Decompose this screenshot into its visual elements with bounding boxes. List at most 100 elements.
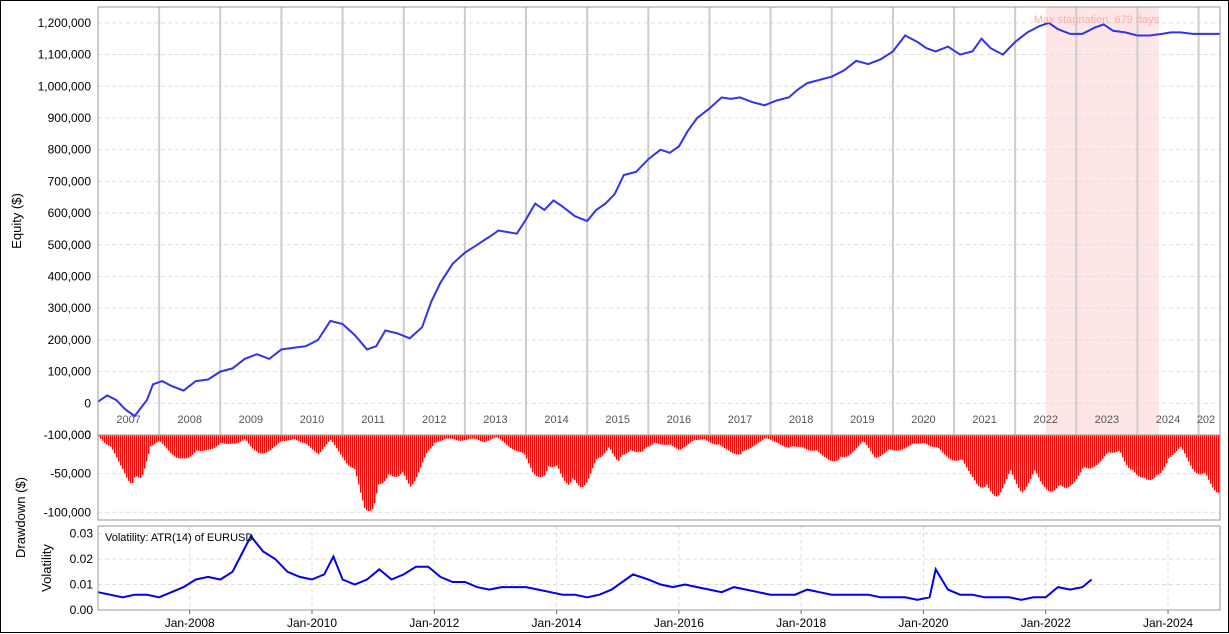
drawdown-bar (762, 435, 764, 440)
drawdown-bar (312, 435, 314, 450)
drawdown-bar (720, 435, 722, 446)
drawdown-bar (166, 435, 168, 449)
drawdown-bar (116, 435, 118, 458)
drawdown-bar (616, 435, 618, 460)
drawdown-bar (510, 435, 512, 448)
drawdown-bar (994, 435, 996, 496)
drawdown-bar (808, 435, 810, 451)
drawdown-bar (984, 435, 986, 488)
drawdown-bar (352, 435, 354, 468)
drawdown-bar (1030, 435, 1032, 479)
drawdown-bar (882, 435, 884, 455)
drawdown-bar (884, 435, 886, 453)
drawdown-bar (886, 435, 888, 452)
drawdown-bar (912, 435, 914, 444)
drawdown-bar (1138, 435, 1140, 477)
year-label: 2023 (1095, 414, 1119, 426)
stagnation-shade (1045, 7, 1159, 435)
drawdown-bar (152, 435, 154, 446)
drawdown-bar (1218, 435, 1220, 493)
drawdown-bar (814, 435, 816, 451)
drawdown-bar (1082, 435, 1084, 469)
drawdown-bar (374, 435, 376, 504)
year-label: 2021 (972, 414, 996, 426)
drawdown-bar (362, 435, 364, 501)
drawdown-bar (148, 435, 150, 455)
drawdown-bar (1192, 435, 1194, 469)
drawdown-bar (854, 435, 856, 451)
drawdown-bar (1094, 435, 1096, 467)
drawdown-bar (316, 435, 318, 453)
drawdown-bar (388, 435, 390, 475)
year-label: 2012 (422, 414, 446, 426)
drawdown-bar (310, 435, 312, 448)
drawdown-bar (340, 435, 342, 455)
drawdown-bar (364, 435, 366, 508)
drawdown-bar (634, 435, 636, 452)
drawdown-bar (914, 435, 916, 444)
drawdown-bar (534, 435, 536, 475)
drawdown-bar (256, 435, 258, 452)
drawdown-bar (532, 435, 534, 473)
equity-ytick-label: 200,000 (48, 333, 92, 347)
drawdown-bar (648, 435, 650, 447)
drawdown-bar (806, 435, 808, 450)
drawdown-bar (864, 435, 866, 443)
drawdown-bar (540, 435, 542, 478)
drawdown-bar (968, 435, 970, 471)
drawdown-bar (738, 435, 740, 455)
drawdown-bar (536, 435, 538, 477)
drawdown-bar (750, 435, 752, 449)
drawdown-bar (660, 435, 662, 445)
drawdown-bar (1042, 435, 1044, 485)
drawdown-bar (1026, 435, 1028, 487)
drawdown-bar (620, 435, 622, 457)
drawdown-bar (1140, 435, 1142, 478)
drawdown-bar (1056, 435, 1058, 489)
drawdown-bar (184, 435, 186, 459)
drawdown-bar (1116, 435, 1118, 452)
volatility-panel-border (97, 525, 1221, 611)
drawdown-bar (846, 435, 848, 457)
volatility-xtick-label: Jan-2008 (165, 616, 215, 630)
drawdown-bar (656, 435, 658, 444)
drawdown-bar (236, 435, 238, 444)
drawdown-bar (768, 435, 770, 439)
drawdown-bar (430, 435, 432, 449)
volatility-ytick-label: 0.02 (70, 552, 94, 566)
drawdown-bar (726, 435, 728, 450)
drawdown-bar (160, 435, 162, 442)
drawdown-bar (740, 435, 742, 455)
drawdown-bar (1208, 435, 1210, 480)
stagnation-annotation: Max stagnation: 679 days (1034, 14, 1160, 26)
drawdown-bar (714, 435, 716, 445)
drawdown-bar (1070, 435, 1072, 486)
drawdown-bar (400, 435, 402, 475)
drawdown-bar (782, 435, 784, 446)
drawdown-bar (1084, 435, 1086, 468)
drawdown-bar (194, 435, 196, 453)
drawdown-bar (298, 435, 300, 442)
drawdown-bar (772, 435, 774, 441)
drawdown-bar (156, 435, 158, 443)
drawdown-bar (666, 435, 668, 445)
drawdown-ytick-label: -100,000 (44, 505, 92, 519)
drawdown-bar (434, 435, 436, 443)
drawdown-bar (718, 435, 720, 445)
drawdown-bar (272, 435, 274, 449)
drawdown-bar (564, 435, 566, 481)
drawdown-bar (196, 435, 198, 451)
drawdown-bar (576, 435, 578, 484)
drawdown-bar (1212, 435, 1214, 488)
drawdown-bar (802, 435, 804, 448)
drawdown-bar (960, 435, 962, 460)
year-label: 2022 (1033, 414, 1057, 426)
drawdown-bar (450, 435, 452, 439)
equity-ytick-label: 500,000 (48, 238, 92, 252)
drawdown-bar (794, 435, 796, 447)
drawdown-bar (504, 435, 506, 443)
drawdown-bar (314, 435, 316, 452)
drawdown-bar (372, 435, 374, 509)
drawdown-bar (1100, 435, 1102, 462)
drawdown-bar (686, 435, 688, 446)
